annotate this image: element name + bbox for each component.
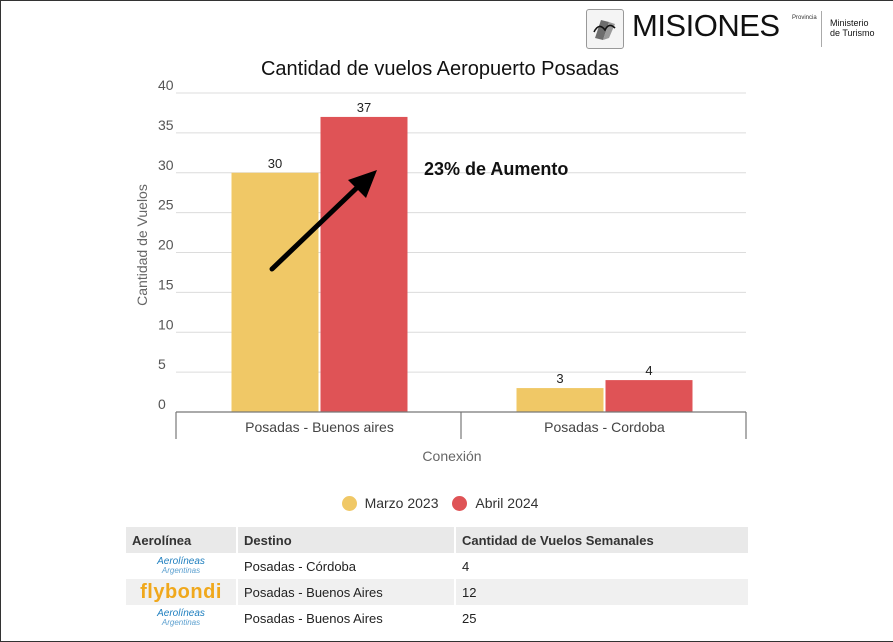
frame-left-border [0,0,1,642]
y-tick-label: 35 [158,117,174,133]
y-axis-label: Cantidad de Vuelos [134,184,150,306]
y-tick-label: 20 [158,237,174,253]
province-emblem-icon [586,9,624,49]
table-header-row: Aerolínea Destino Cantidad de Vuelos Sem… [126,527,748,553]
table-row: flybondi Posadas - Buenos Aires 12 [126,579,748,605]
header-destino: Destino [236,527,455,553]
cantidad-cell: 25 [454,605,748,631]
ministry-line-2: de Turismo [830,28,875,38]
legend-item-marzo-2023: Marzo 2023 [341,495,439,511]
increase-arrow-icon [269,170,377,272]
destino-cell: Posadas - Córdoba [236,553,455,579]
brand-superscript: Provincia [792,15,817,21]
increase-annotation: 23% de Aumento [424,159,568,179]
header-aerolinea: Aerolínea [126,527,237,553]
y-tick-label: 30 [158,157,174,173]
y-tick-label: 5 [158,356,166,372]
x-category-label: Posadas - Cordoba [544,419,665,435]
x-category-label: Posadas - Buenos aires [245,419,394,435]
data-label: 4 [645,363,652,378]
y-tick-label: 0 [158,396,166,412]
ministry-line-1: Ministerio [830,18,869,28]
ministry-label: Ministerio de Turismo [830,18,875,38]
x-axis-label: Conexión [422,448,481,464]
y-tick-label: 10 [158,316,174,332]
y-tick-label: 40 [158,77,174,93]
bar-abril-2024 [320,116,408,413]
airline-cell: flybondi [126,579,237,605]
data-label: 37 [357,100,371,115]
airline-cell: Aerolíneas Argentinas [126,553,237,579]
brand-logo: MISIONES [632,8,780,43]
bar-marzo-2023 [516,388,604,412]
legend-dot-icon [452,495,468,511]
header-cantidad: Cantidad de Vuelos Semanales [454,527,748,553]
airline-cell: Aerolíneas Argentinas [126,605,237,631]
destino-cell: Posadas - Buenos Aires [236,605,455,631]
aerolineas-argentinas-logo: Aerolíneas Argentinas [157,608,205,628]
flybondi-logo: flybondi [140,581,222,603]
legend-item-abril-2024: Abril 2024 [452,495,538,511]
y-tick-label: 25 [158,197,174,213]
flights-table: Aerolínea Destino Cantidad de Vuelos Sem… [126,527,748,631]
cantidad-cell: 4 [454,553,748,579]
bar-chart: 0 5 10 15 20 25 30 35 40 30 37 3 4 Posadas - Buenos… [134,77,747,464]
bar-abril-2024 [605,380,693,412]
table-row: Aerolíneas Argentinas Posadas - Córdoba … [126,553,748,579]
legend-label: Abril 2024 [475,495,539,511]
data-label: 30 [268,156,282,171]
chart-title: Cantidad de vuelos Aeropuerto Posadas [260,58,620,80]
legend-dot-icon [341,495,357,511]
destino-cell: Posadas - Buenos Aires [236,579,455,605]
chart-legend: Marzo 2023 Abril 2024 [0,495,880,514]
data-label: 3 [556,371,563,386]
table-row: Aerolíneas Argentinas Posadas - Buenos A… [126,605,748,631]
y-tick-label: 15 [158,276,174,292]
legend-label: Marzo 2023 [364,495,439,511]
aerolineas-argentinas-logo: Aerolíneas Argentinas [157,556,205,576]
cantidad-cell: 12 [454,579,748,605]
logo-separator [821,11,822,47]
bar-marzo-2023 [231,172,319,412]
frame-top-border [0,0,893,1]
